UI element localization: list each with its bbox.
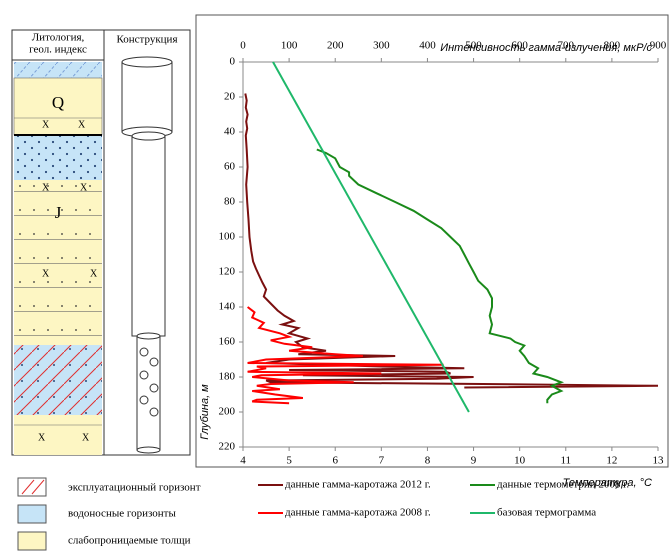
y-tick-label: 60 (224, 161, 236, 173)
x2-tick-label: 13 (653, 455, 665, 467)
y-axis-title: Глубина, м (199, 384, 211, 440)
y-tick-label: 180 (219, 371, 236, 383)
x2-tick-label: 12 (606, 455, 617, 467)
x-tick-label: 500 (465, 40, 482, 52)
y-tick-label: 80 (224, 196, 236, 208)
x-tick-label: 300 (373, 40, 390, 52)
legend-label: базовая термограмма (497, 507, 596, 519)
legend-label: данные гамма-каротажа 2012 г. (285, 479, 431, 491)
svg-text:X: X (38, 432, 46, 443)
x-tick-label: 700 (558, 40, 575, 52)
legend-label: эксплуатационный горизонт (68, 482, 201, 494)
layer (14, 136, 102, 180)
layer (14, 62, 102, 78)
legend-label: данные термометрии 2008 г. (497, 479, 629, 491)
x-tick-label: 900 (650, 40, 667, 52)
lithology-header: геол. индекс (29, 44, 87, 56)
x-tick-label: 600 (511, 40, 528, 52)
figure: Литология, геол. индекс Конструкция X X Q… (0, 0, 672, 554)
x2-tick-label: 7 (379, 455, 385, 467)
y-tick-label: 40 (224, 126, 236, 138)
svg-text:X: X (42, 182, 50, 193)
x-tick-label: 0 (240, 40, 246, 52)
svg-text:X: X (78, 119, 86, 130)
y-tick-label: 220 (219, 441, 236, 453)
y-tick-label: 140 (219, 301, 236, 313)
svg-text:X: X (82, 432, 90, 443)
lithology: Литология, геол. индекс Конструкция X X Q… (12, 30, 190, 455)
index-label: Q (52, 93, 64, 112)
x-tick-label: 200 (327, 40, 344, 52)
y-tick-label: 0 (230, 56, 236, 68)
legend-label: данные гамма-каротажа 2008 г. (285, 507, 431, 519)
x-tick-label: 400 (419, 40, 436, 52)
x2-tick-label: 9 (471, 455, 477, 467)
layer (14, 345, 102, 415)
series-line (248, 307, 444, 403)
x2-tick-label: 4 (240, 455, 246, 467)
series-line (245, 94, 658, 388)
y-tick-label: 200 (219, 406, 236, 418)
x-tick-label: 800 (604, 40, 621, 52)
lithology-header: Литология, (32, 32, 85, 44)
y-tick-label: 120 (219, 266, 236, 278)
svg-text:X: X (42, 268, 50, 279)
x2-tick-label: 5 (286, 455, 292, 467)
legend-label: водоносные горизонты (68, 508, 176, 520)
x2-tick-label: 10 (514, 455, 526, 467)
index-label: J (55, 203, 62, 222)
y-tick-label: 160 (219, 336, 236, 348)
y-tick-label: 20 (224, 91, 236, 103)
svg-text:X: X (42, 119, 50, 130)
x2-tick-label: 6 (332, 455, 338, 467)
svg-text:X: X (80, 182, 88, 193)
legend-label: слабопроницаемые толщи (68, 535, 191, 547)
x2-tick-label: 11 (560, 455, 571, 467)
x-tick-label: 100 (281, 40, 298, 52)
construction (122, 57, 172, 453)
lithology-legend: эксплуатационный горизонт водоносные гор… (18, 478, 201, 550)
svg-text:X: X (90, 268, 98, 279)
x2-tick-label: 8 (425, 455, 431, 467)
construction-header: Конструкция (116, 34, 177, 46)
y-tick-label: 100 (219, 231, 236, 243)
